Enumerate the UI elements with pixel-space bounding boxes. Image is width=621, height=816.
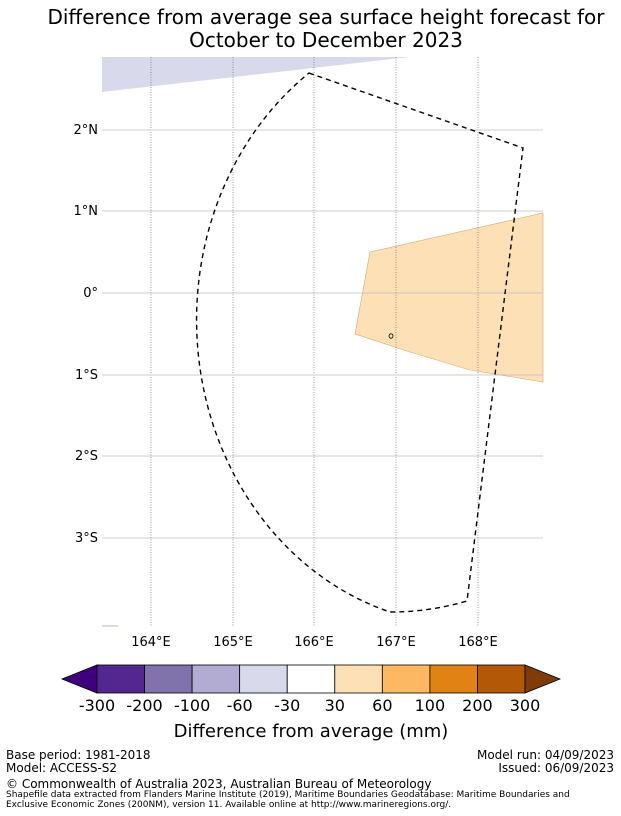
- longitude-labels: 164°E 165°E 166°E 167°E 168°E: [131, 635, 498, 650]
- colorbar-arrow-left: [60, 664, 98, 694]
- lon-label-168e: 168°E: [458, 635, 498, 650]
- colorbar-tick-label: 300: [510, 696, 541, 715]
- colorbar-tick-label: -30: [274, 696, 300, 715]
- base-period: Base period: 1981-2018: [6, 748, 151, 762]
- copyright-notice: © Commonwealth of Australia 2023, Austra…: [6, 777, 432, 791]
- anomaly-region-positive-30-60: [354, 212, 544, 383]
- lat-label-1s: 1°S: [75, 368, 98, 383]
- lon-label-164e: 164°E: [131, 635, 171, 650]
- title-line-2: October to December 2023: [189, 28, 463, 52]
- parallel-lines: [102, 129, 543, 539]
- colorbar-box: [191, 664, 241, 694]
- lat-label-3s: 3°S: [75, 531, 98, 546]
- colorbar-tick-label: 200: [462, 696, 493, 715]
- lat-label-0: 0°: [83, 286, 98, 301]
- lon-label-167e: 167°E: [376, 635, 416, 650]
- island-shape: [388, 333, 394, 339]
- shapefile-credit-line-1: Shapefile data extracted from Flanders M…: [6, 790, 570, 800]
- colorbar-box: [477, 664, 526, 694]
- shapefile-credit-line-2: Exclusive Economic Zones (200NM), versio…: [6, 800, 452, 810]
- colorbar-box: [334, 664, 383, 694]
- colorbar-title: Difference from average (mm): [174, 721, 449, 742]
- colorbar-tick-label: -300: [79, 696, 115, 715]
- meridian-lines: [150, 57, 479, 627]
- chart-title: Difference from average sea surface heig…: [0, 6, 621, 52]
- colorbar-box: [144, 664, 193, 694]
- lat-label-2n: 2°N: [74, 123, 99, 138]
- eez-boundary: [195, 72, 524, 613]
- anomaly-speck: [102, 625, 118, 627]
- title-line-1: Difference from average sea surface heig…: [47, 5, 605, 29]
- colorbar-tick-label: 60: [372, 696, 392, 715]
- colorbar-box: [286, 664, 336, 694]
- colorbar-tick-label: 100: [415, 696, 446, 715]
- colorbar-tick-label: -200: [126, 696, 162, 715]
- colorbar: -300 -200 -100 -60 -30 30 60 100 200 300 Differen…: [60, 664, 562, 742]
- issued-date: Issued: 06/09/2023: [498, 761, 614, 775]
- colorbar-tick-label: -100: [174, 696, 210, 715]
- colorbar-box: [429, 664, 478, 694]
- model-run: Model run: 04/09/2023: [476, 748, 614, 762]
- colorbar-arrow-right: [524, 664, 562, 694]
- colorbar-tick-label: 30: [325, 696, 345, 715]
- lat-label-1n: 1°N: [74, 204, 99, 219]
- lat-label-2s: 2°S: [75, 449, 98, 464]
- colorbar-box: [96, 664, 145, 694]
- colorbar-box: [381, 664, 431, 694]
- colorbar-box: [239, 664, 288, 694]
- anomaly-region-negative-30-60: [102, 57, 410, 92]
- latitude-labels: 2°N 1°N 0° 1°S 2°S 3°S: [74, 123, 99, 546]
- model-name: Model: ACCESS-S2: [6, 761, 118, 775]
- lon-label-166e: 166°E: [294, 635, 334, 650]
- lon-label-165e: 165°E: [213, 635, 253, 650]
- colorbar-tick-label: -60: [227, 696, 253, 715]
